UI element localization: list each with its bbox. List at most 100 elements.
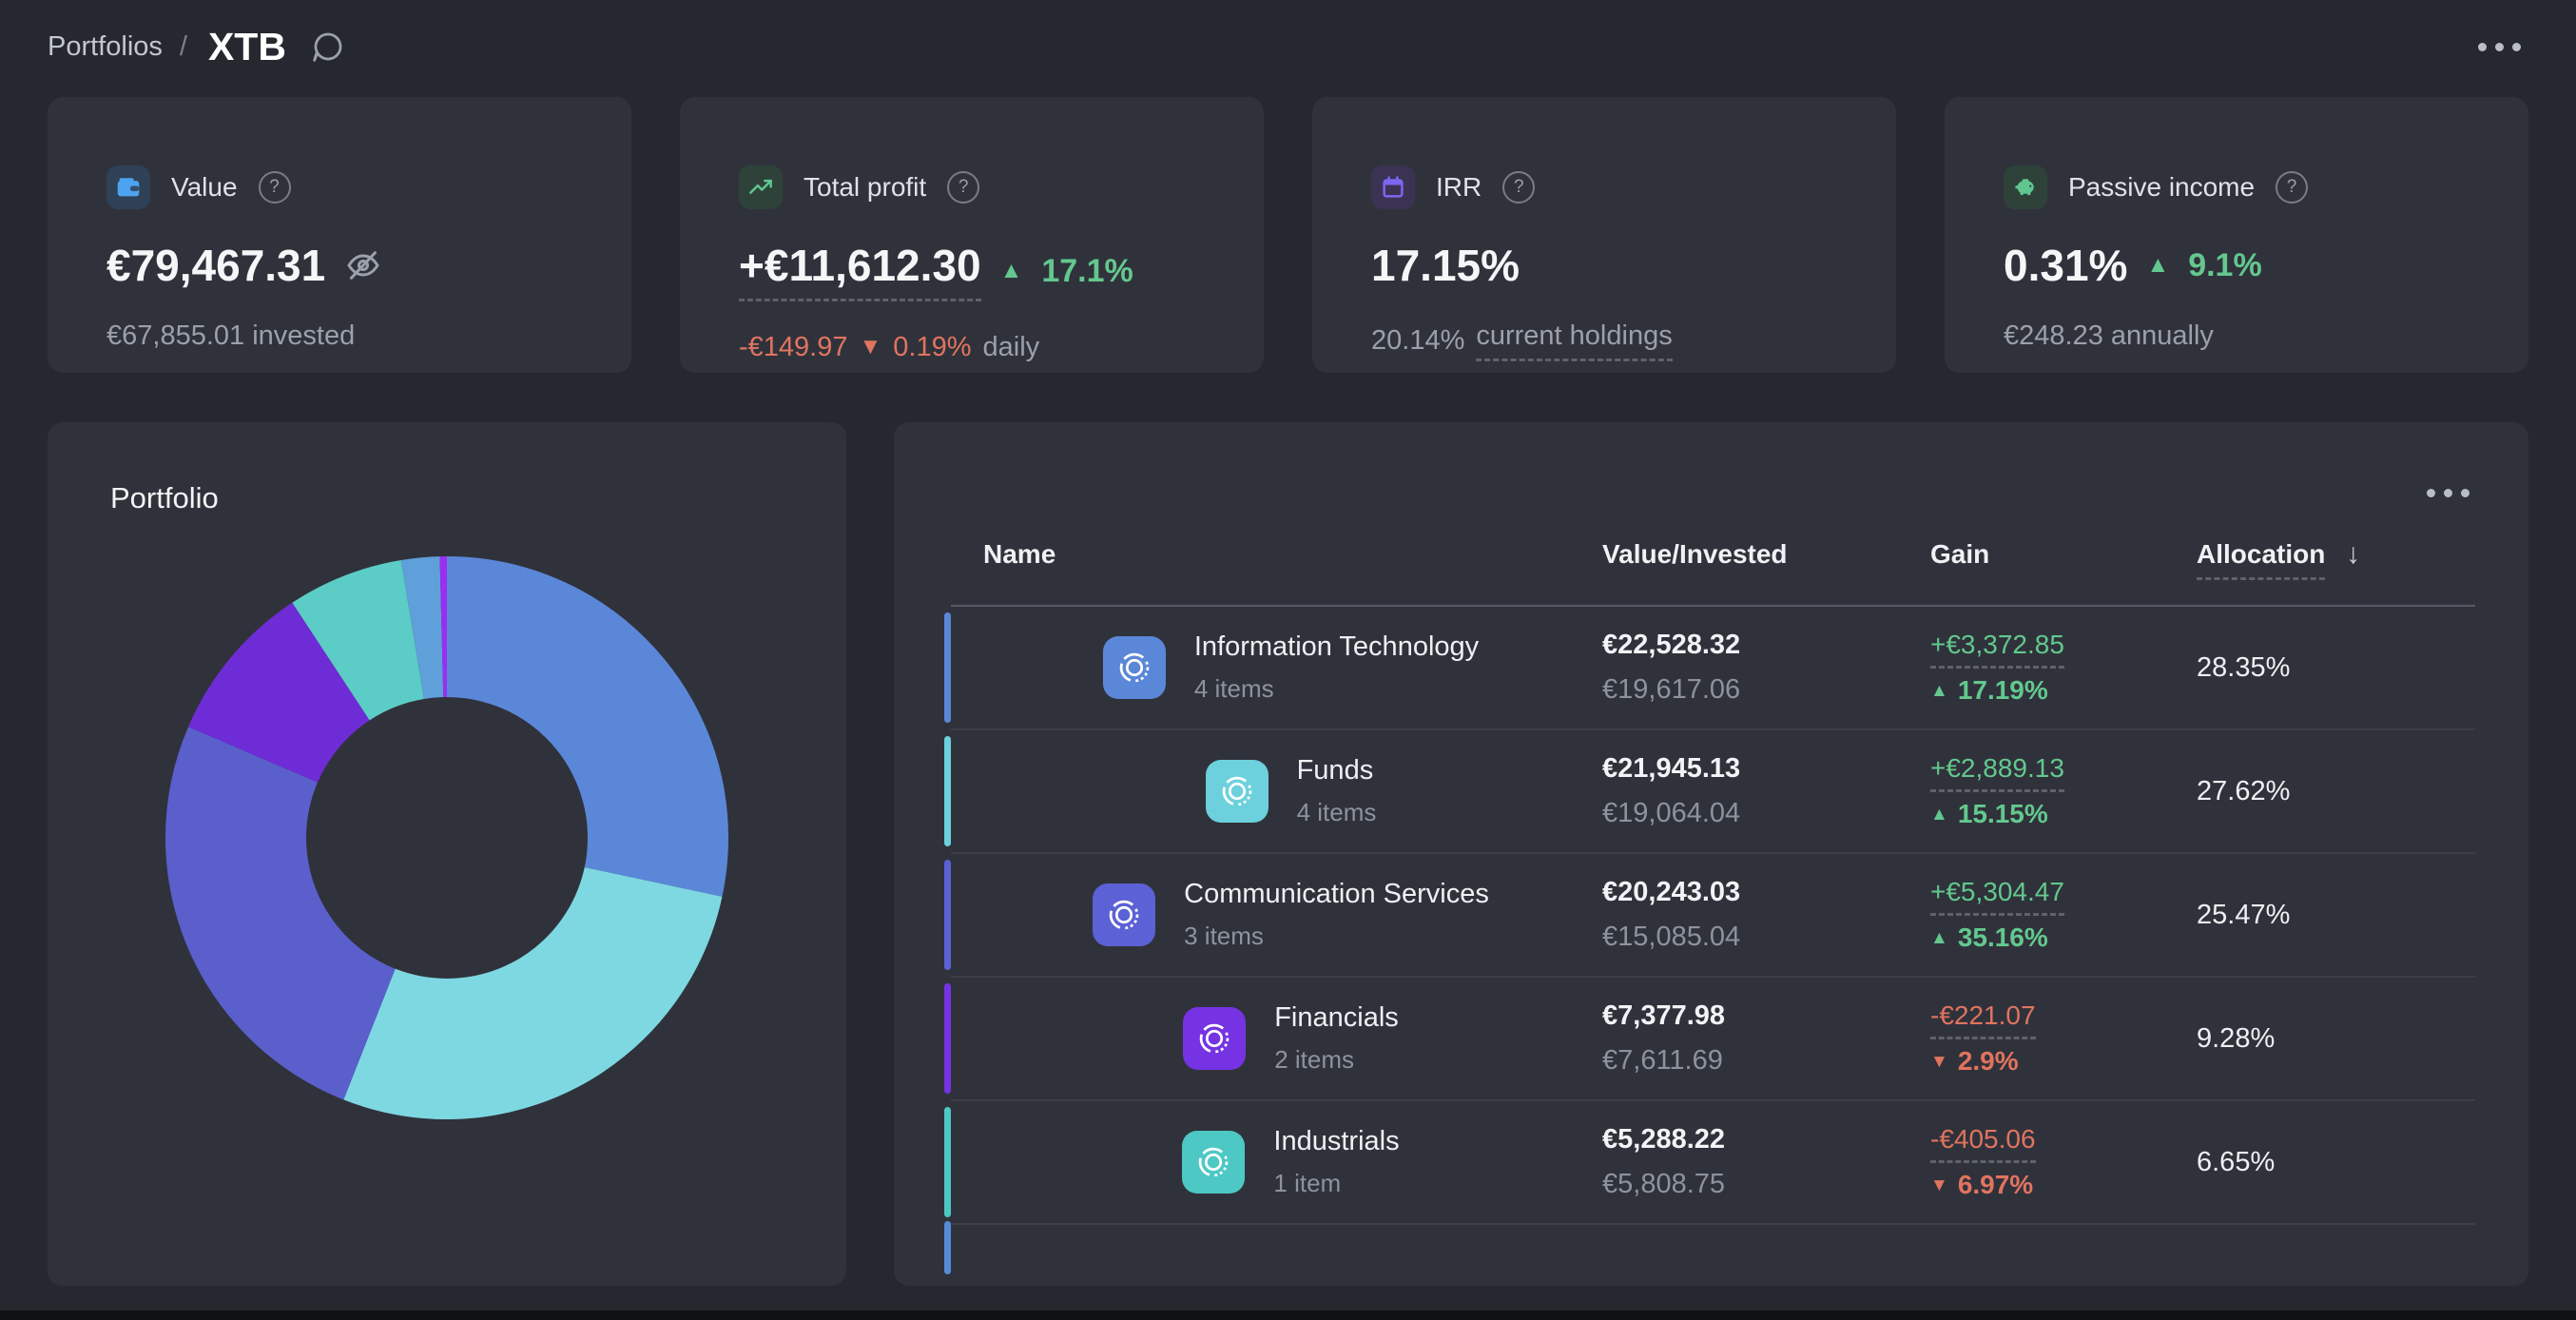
sector-allocation: 27.62% xyxy=(2197,775,2291,806)
column-header-gain[interactable]: Gain xyxy=(1930,539,1990,569)
sector-items: 4 items xyxy=(1193,674,1274,703)
wallet-icon xyxy=(107,165,150,209)
gain-direction-icon: ▼ xyxy=(1930,1174,1948,1195)
sector-invested: €15,085.04 xyxy=(1602,922,1741,952)
breadcrumb-separator: / xyxy=(179,30,187,62)
sector-name: Industrials xyxy=(1273,1126,1400,1156)
holdings-menu-button[interactable] xyxy=(2419,481,2477,505)
sector-donut-icon xyxy=(1102,636,1166,699)
comment-icon[interactable] xyxy=(309,28,347,66)
sector-gain-pct: 2.9% xyxy=(1957,1046,2019,1076)
sector-items: 4 items xyxy=(1296,798,1377,826)
holdings-table-body: Information Technology 4 items €22,528.3… xyxy=(944,605,2475,1225)
sector-name: Information Technology xyxy=(1193,631,1480,662)
sector-gain-pct: 35.16% xyxy=(1957,922,2048,952)
screen-bottom-strip xyxy=(0,1310,2576,1320)
lower-section: Portfolio Name Value/Invested Gain Alloc… xyxy=(0,422,2576,1286)
total-profit-amount[interactable]: +€11,612.30 xyxy=(739,242,981,301)
chart-icon xyxy=(739,165,783,209)
donut-slice[interactable] xyxy=(165,556,728,1119)
clipped-next-row-bar xyxy=(944,1221,951,1274)
help-icon[interactable]: ? xyxy=(258,171,291,204)
up-triangle-icon: ▲ xyxy=(2146,252,2170,279)
holdings-card: Name Value/Invested Gain Allocation ↓ xyxy=(894,422,2528,1286)
stat-cards: Value ? €79,467.31 €67,855.01 invested xyxy=(0,97,2576,373)
sector-gain-pct: 17.19% xyxy=(1957,675,2048,705)
sector-value: €21,945.13 xyxy=(1602,753,1741,784)
sector-allocation: 6.65% xyxy=(2197,1146,2276,1177)
allocation-header-label: Allocation xyxy=(2197,539,2326,580)
down-triangle-icon: ▼ xyxy=(859,334,882,360)
passive-income-card: Passive income ? 0.31% ▲ 9.1% €248.23 an… xyxy=(1945,97,2528,373)
calendar-icon xyxy=(1371,165,1415,209)
passive-income-yield: 0.31% xyxy=(2004,241,2128,290)
allocation-donut-chart[interactable] xyxy=(48,422,846,1286)
sector-gain-pct: 15.15% xyxy=(1957,799,2048,828)
total-profit-pct: 17.1% xyxy=(1041,252,1133,289)
gain-direction-icon: ▼ xyxy=(1930,1051,1948,1072)
sector-gain-pct: 6.97% xyxy=(1957,1170,2034,1199)
sector-gain[interactable]: -€221.07 xyxy=(1930,1000,2036,1039)
sector-allocation: 28.35% xyxy=(2197,651,2291,683)
passive-income-pct: 9.1% xyxy=(2188,246,2262,283)
breadcrumb: Portfolios / XTB xyxy=(48,25,347,69)
page-menu-button[interactable] xyxy=(2470,35,2528,59)
sector-gain[interactable]: -€405.06 xyxy=(1930,1124,2036,1163)
column-header-name[interactable]: Name xyxy=(983,539,1056,569)
sector-invested: €7,611.69 xyxy=(1602,1045,1723,1076)
sector-value: €5,288.22 xyxy=(1602,1124,1726,1155)
sector-items: 1 item xyxy=(1273,1169,1342,1197)
value-label: Value xyxy=(171,172,238,202)
irr-value: 17.15% xyxy=(1371,241,1520,290)
sort-descending-icon: ↓ xyxy=(2346,538,2361,570)
piggy-bank-icon xyxy=(2004,165,2047,209)
column-header-value-invested[interactable]: Value/Invested xyxy=(1602,539,1788,569)
help-icon[interactable]: ? xyxy=(1502,171,1536,204)
row-color-bar xyxy=(944,860,951,970)
sector-items: 3 items xyxy=(1184,922,1264,950)
gain-direction-icon: ▲ xyxy=(1930,927,1948,948)
total-profit-card: Total profit ? +€11,612.30 ▲ 17.1% -€149… xyxy=(680,97,1264,373)
invested-amount: €67,855.01 invested xyxy=(107,320,356,351)
row-color-bar xyxy=(944,983,951,1094)
sector-donut-icon xyxy=(1182,1131,1246,1194)
sector-donut-icon xyxy=(1205,760,1269,823)
value-card: Value ? €79,467.31 €67,855.01 invested xyxy=(48,97,631,373)
eye-off-icon[interactable] xyxy=(344,246,382,284)
sector-invested: €5,808.75 xyxy=(1602,1169,1726,1199)
sector-name: Financials xyxy=(1274,1002,1399,1033)
table-row-funds[interactable]: Funds 4 items €21,945.13 €19,064.04 +€2,… xyxy=(944,730,2475,854)
donut-slice[interactable] xyxy=(165,556,728,1119)
page-title: XTB xyxy=(207,24,286,68)
sector-gain[interactable]: +€5,304.47 xyxy=(1930,877,2064,916)
sector-name: Funds xyxy=(1296,755,1374,786)
portfolio-chart-card: Portfolio xyxy=(48,422,846,1286)
donut-slice[interactable] xyxy=(165,556,728,1119)
sector-invested: €19,617.06 xyxy=(1602,674,1741,705)
portfolio-chart-title: Portfolio xyxy=(110,481,219,514)
total-profit-label: Total profit xyxy=(804,172,927,202)
sector-gain[interactable]: +€3,372.85 xyxy=(1930,630,2064,669)
daily-change-amount: -€149.97 xyxy=(739,331,848,362)
irr-card: IRR ? 17.15% 20.14% current holdings xyxy=(1312,97,1896,373)
table-row-financials[interactable]: Financials 2 items €7,377.98 €7,611.69 -… xyxy=(944,978,2475,1101)
column-header-allocation[interactable]: Allocation ↓ xyxy=(2197,538,2475,580)
sector-donut-icon xyxy=(1093,883,1156,946)
table-row-communication-services[interactable]: Communication Services 3 items €20,243.0… xyxy=(944,854,2475,978)
irr-holdings-pct: 20.14% xyxy=(1371,324,1465,356)
breadcrumb-portfolios[interactable]: Portfolios xyxy=(48,30,163,62)
daily-suffix: daily xyxy=(982,331,1040,362)
up-triangle-icon: ▲ xyxy=(999,258,1023,284)
table-row-information-technology[interactable]: Information Technology 4 items €22,528.3… xyxy=(944,607,2475,730)
table-row-industrials[interactable]: Industrials 1 item €5,288.22 €5,808.75 -… xyxy=(944,1101,2475,1225)
sector-invested: €19,064.04 xyxy=(1602,798,1741,828)
current-holdings-link[interactable]: current holdings xyxy=(1476,320,1673,361)
row-color-bar xyxy=(944,1107,951,1217)
help-icon[interactable]: ? xyxy=(2276,171,2309,204)
sector-name: Communication Services xyxy=(1184,879,1489,909)
help-icon[interactable]: ? xyxy=(947,171,980,204)
row-color-bar xyxy=(944,612,951,723)
sector-gain[interactable]: +€2,889.13 xyxy=(1930,753,2064,792)
sector-value: €7,377.98 xyxy=(1602,1000,1726,1031)
gain-direction-icon: ▲ xyxy=(1930,804,1948,825)
